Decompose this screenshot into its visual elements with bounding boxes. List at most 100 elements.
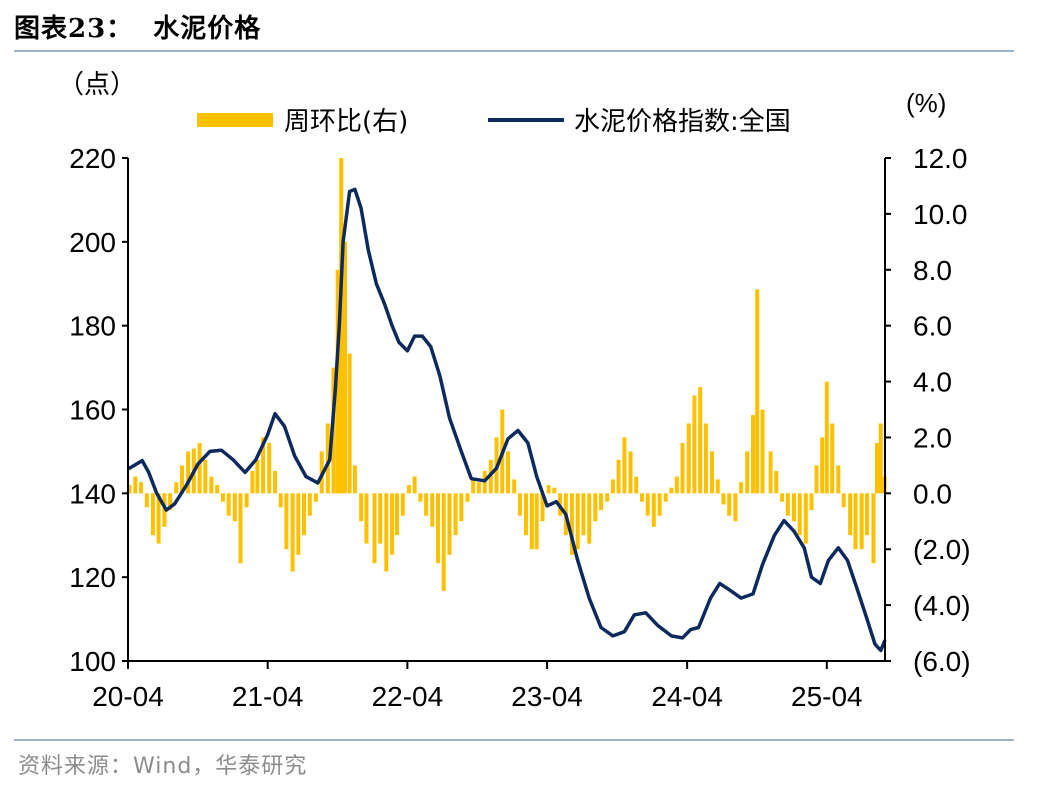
bar-weekly-change bbox=[645, 493, 650, 516]
right-tick-label: 6.0 bbox=[913, 311, 952, 342]
bar-weekly-change bbox=[378, 493, 383, 544]
bar-weekly-change bbox=[447, 493, 452, 555]
bar-weekly-change bbox=[156, 493, 161, 544]
left-tick-label: 120 bbox=[69, 562, 116, 593]
bar-weekly-change bbox=[261, 437, 266, 494]
bar-weekly-change bbox=[669, 487, 674, 494]
bar-weekly-change bbox=[622, 437, 627, 494]
bar-weekly-change bbox=[180, 465, 184, 494]
bar-weekly-change bbox=[424, 493, 429, 516]
bar-weekly-change bbox=[529, 493, 534, 550]
bar-weekly-change bbox=[517, 493, 522, 516]
right-tick-label: 0.0 bbox=[913, 478, 952, 509]
bar-weekly-change bbox=[220, 493, 225, 502]
bar-weekly-change bbox=[307, 493, 312, 516]
bar-weekly-change bbox=[797, 493, 802, 536]
bar-weekly-change bbox=[203, 459, 208, 494]
bar-weekly-change bbox=[186, 451, 191, 494]
bar-weekly-change bbox=[575, 493, 580, 550]
bar-weekly-change bbox=[663, 493, 668, 502]
left-tick-label: 160 bbox=[69, 395, 116, 426]
bar-weekly-change bbox=[640, 493, 644, 502]
bar-weekly-change bbox=[250, 471, 255, 494]
left-tick-label: 200 bbox=[69, 227, 116, 258]
bar-weekly-change bbox=[853, 493, 858, 550]
right-tick-label: 2.0 bbox=[913, 422, 952, 453]
bar-weekly-change bbox=[674, 476, 679, 494]
x-tick-label: 22-04 bbox=[372, 681, 444, 712]
bar-weekly-change bbox=[710, 451, 714, 494]
bar-weekly-change bbox=[780, 493, 785, 502]
bar-weekly-change bbox=[267, 443, 272, 494]
left-tick-label: 180 bbox=[69, 311, 116, 342]
bar-weekly-change bbox=[739, 482, 744, 494]
right-tick-label: (4.0) bbox=[913, 590, 971, 621]
bar-weekly-change bbox=[347, 353, 352, 494]
bar-weekly-change bbox=[692, 395, 697, 494]
bar-weekly-change bbox=[809, 493, 814, 511]
bar-weekly-change bbox=[628, 451, 633, 494]
bar-weekly-change bbox=[459, 493, 464, 522]
bar-weekly-change bbox=[865, 493, 869, 536]
bar-weekly-change bbox=[406, 485, 411, 494]
bar-weekly-change bbox=[599, 493, 603, 511]
bar-weekly-change bbox=[325, 423, 330, 494]
bar-weekly-change bbox=[878, 423, 883, 494]
bar-weekly-change bbox=[471, 479, 476, 494]
bar-weekly-change bbox=[546, 485, 551, 494]
bar-weekly-change bbox=[390, 493, 395, 555]
bar-weekly-change bbox=[430, 493, 435, 527]
bar-weekly-change bbox=[593, 493, 598, 522]
left-tick-label: 100 bbox=[69, 646, 116, 677]
x-tick-label: 23-04 bbox=[511, 681, 583, 712]
x-tick-label: 24-04 bbox=[651, 681, 723, 712]
bar-weekly-change bbox=[273, 471, 277, 494]
bar-weekly-change bbox=[820, 437, 825, 494]
bar-weekly-change bbox=[359, 493, 364, 522]
bar-weekly-change bbox=[150, 493, 155, 536]
bar-weekly-change bbox=[255, 459, 260, 494]
bar-weekly-change bbox=[197, 443, 202, 494]
bar-weekly-change bbox=[343, 241, 347, 494]
legend: 周环比(右) 水泥价格指数:全国 bbox=[197, 107, 791, 137]
legend-label-line: 水泥价格指数:全国 bbox=[574, 107, 791, 137]
bar-weekly-change bbox=[209, 476, 214, 494]
bar-weekly-change bbox=[686, 423, 691, 494]
bar-weekly-change bbox=[506, 451, 510, 494]
bar-weekly-change bbox=[651, 493, 656, 527]
figure-title: 图表23： 水泥价格 bbox=[14, 14, 262, 44]
bar-weekly-change bbox=[841, 493, 846, 508]
bar-weekly-change bbox=[703, 423, 708, 494]
bar-weekly-change bbox=[512, 479, 517, 494]
bar-series bbox=[127, 158, 887, 592]
bar-weekly-change bbox=[278, 493, 283, 508]
bar-weekly-change bbox=[335, 269, 340, 494]
bar-weekly-change bbox=[760, 409, 765, 494]
bar-weekly-change bbox=[540, 493, 545, 522]
bar-weekly-change bbox=[715, 479, 720, 494]
right-tick-label: (6.0) bbox=[913, 646, 971, 677]
bar-weekly-change bbox=[803, 493, 808, 544]
bar-weekly-change bbox=[372, 493, 377, 564]
bar-weekly-change bbox=[616, 459, 621, 494]
bar-weekly-change bbox=[552, 487, 557, 494]
bar-weekly-change bbox=[605, 493, 610, 502]
right-tick-label: (2.0) bbox=[913, 534, 971, 565]
bar-weekly-change bbox=[569, 493, 574, 555]
legend-label-bar: 周环比(右) bbox=[284, 107, 408, 137]
bar-weekly-change bbox=[168, 493, 173, 511]
bar-weekly-change bbox=[727, 493, 732, 516]
bar-weekly-change bbox=[144, 493, 149, 508]
bar-weekly-change bbox=[238, 493, 243, 564]
bar-weekly-change bbox=[751, 415, 755, 494]
bar-weekly-change bbox=[680, 443, 685, 494]
bar-weekly-change bbox=[610, 479, 615, 494]
bar-weekly-change bbox=[814, 465, 819, 494]
right-tick-label: 10.0 bbox=[913, 199, 968, 230]
bar-weekly-change bbox=[774, 471, 779, 494]
left-axis-unit: （点） bbox=[58, 69, 136, 99]
bar-weekly-change bbox=[830, 423, 835, 494]
bar-weekly-change bbox=[127, 485, 132, 494]
bar-weekly-change bbox=[384, 493, 389, 572]
bar-weekly-change bbox=[534, 493, 539, 550]
